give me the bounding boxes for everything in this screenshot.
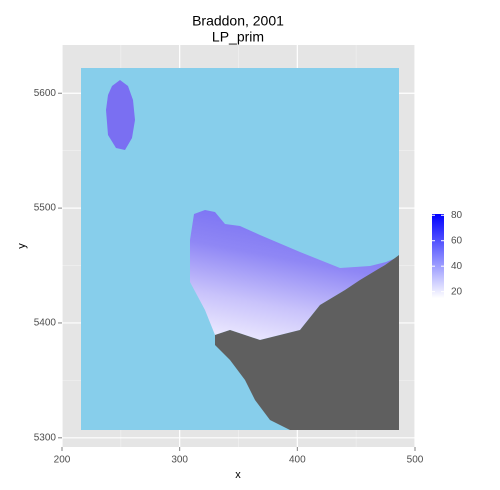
x-tick-label: 200	[54, 455, 71, 466]
x-tick-label: 500	[407, 455, 424, 466]
land	[215, 255, 399, 430]
island	[106, 80, 135, 150]
mapped-area	[190, 210, 399, 340]
x-axis-label: x	[235, 469, 241, 481]
y-tick-label: 5500	[34, 203, 57, 214]
y-tick-label: 5400	[34, 318, 57, 329]
y-axis-label: y	[16, 243, 28, 249]
y-tick-label: 5600	[34, 88, 57, 99]
y-tick-label: 5300	[34, 432, 57, 443]
chart-title: Braddon, 2001	[192, 13, 284, 29]
colorbar	[432, 214, 444, 298]
x-tick-label: 400	[289, 455, 306, 466]
colorbar-tick-label: 20	[451, 286, 463, 297]
colorbar-tick-label: 80	[451, 210, 463, 221]
colorbar-tick-label: 40	[451, 261, 463, 272]
x-tick-label: 300	[171, 455, 188, 466]
colorbar-tick-label: 60	[451, 235, 463, 246]
map	[81, 68, 399, 430]
chart-subtitle: LP_prim	[212, 29, 264, 45]
